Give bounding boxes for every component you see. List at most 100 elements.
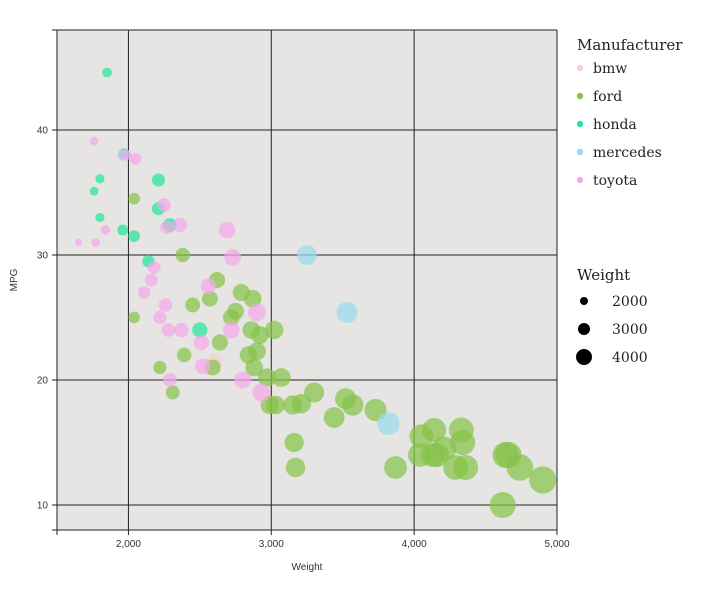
point-ford <box>266 395 285 415</box>
point-ford <box>201 290 218 307</box>
point-toyota <box>172 217 187 233</box>
point-mercedes <box>377 412 400 436</box>
point-ford <box>271 368 291 387</box>
legend-size-label: 2000 <box>612 294 648 310</box>
point-toyota <box>252 383 271 402</box>
point-toyota <box>74 238 83 247</box>
x-tick-label: 3,000 <box>259 539 284 550</box>
point-toyota <box>218 221 236 239</box>
point-toyota <box>195 358 211 374</box>
point-honda <box>128 230 140 243</box>
point-toyota <box>89 136 99 146</box>
point-ford <box>450 430 476 455</box>
plot-background <box>57 30 557 530</box>
point-honda <box>151 173 165 187</box>
point-ford <box>185 297 201 313</box>
point-ford <box>165 385 180 400</box>
legend-weight-title: Weight <box>577 266 630 284</box>
point-ford <box>291 393 312 414</box>
point-toyota <box>193 334 209 351</box>
point-toyota <box>91 238 100 247</box>
point-ford <box>285 457 306 478</box>
point-honda <box>102 67 112 78</box>
point-ford <box>211 334 228 351</box>
legend-manufacturer: Manufacturer bmw ford honda mercedes toyota <box>576 36 683 189</box>
point-toyota <box>129 152 142 165</box>
point-honda <box>95 174 105 184</box>
point-ford <box>284 432 304 453</box>
point-ford <box>248 342 266 361</box>
point-ford <box>128 311 140 324</box>
x-tick-label: 4,000 <box>402 539 427 550</box>
point-toyota <box>234 371 252 389</box>
point-ford <box>245 358 263 377</box>
point-toyota <box>147 261 161 274</box>
point-toyota <box>162 373 177 387</box>
point-ford <box>529 466 557 494</box>
legend-size-swatch <box>580 297 588 305</box>
point-toyota <box>157 198 171 212</box>
point-ford <box>257 368 277 387</box>
point-ford <box>506 454 534 481</box>
point-toyota <box>153 310 167 325</box>
y-tick-label: 20 <box>37 376 49 387</box>
point-ford <box>250 326 269 344</box>
point-mercedes <box>297 245 317 265</box>
point-honda <box>95 212 105 223</box>
point-toyota <box>222 321 240 339</box>
legend-swatch-toyota <box>576 176 584 184</box>
point-ford <box>422 417 447 443</box>
legend-swatch-mercedes <box>576 148 584 156</box>
y-tick-label: 30 <box>37 251 49 262</box>
point-ford <box>128 192 140 205</box>
data-points <box>74 67 557 519</box>
point-toyota <box>161 323 176 337</box>
point-ford <box>153 360 167 375</box>
legend-label-ford: ford <box>593 89 622 105</box>
axes: 2,000 3,000 4,000 5,000 10 20 30 40 <box>37 29 570 550</box>
point-toyota <box>174 322 189 338</box>
point-ford <box>489 491 516 519</box>
point-toyota <box>224 249 242 266</box>
point-toyota <box>100 225 111 235</box>
x-tick-label: 2,000 <box>116 539 141 550</box>
point-toyota <box>200 278 217 295</box>
point-toyota <box>160 220 174 235</box>
legend-weight: Weight 2000 3000 4000 <box>576 266 648 366</box>
point-honda <box>117 224 129 236</box>
point-ford <box>323 407 345 428</box>
y-axis-title: MPG <box>9 268 20 291</box>
point-ford <box>342 394 364 416</box>
y-tick-label: 40 <box>37 126 49 137</box>
point-ford <box>453 454 479 481</box>
point-ford <box>264 320 284 340</box>
legend-size-swatch <box>576 349 592 365</box>
point-toyota <box>158 298 173 312</box>
x-tick-label: 5,000 <box>544 539 569 550</box>
legend-swatch-ford <box>576 92 584 100</box>
y-tick-label: 10 <box>37 501 49 512</box>
legend-swatch-bmw <box>576 64 584 72</box>
legend-size-swatch <box>578 323 590 335</box>
point-toyota <box>144 273 158 287</box>
grid-lines <box>57 29 558 530</box>
point-ford <box>175 247 190 263</box>
legend-size-label: 3000 <box>612 322 648 338</box>
legend-label-honda: honda <box>593 117 637 133</box>
legend-label-toyota: toyota <box>593 173 637 189</box>
point-honda <box>192 322 208 338</box>
point-ford <box>304 382 325 403</box>
point-ford <box>384 456 408 479</box>
point-toyota <box>120 149 132 161</box>
point-ford <box>243 289 262 308</box>
point-toyota <box>138 286 151 299</box>
x-axis-title: Weight <box>292 562 323 573</box>
point-ford <box>227 302 245 320</box>
point-ford <box>431 436 457 461</box>
legend-swatch-honda <box>576 120 584 128</box>
legend-size-label: 4000 <box>612 350 648 366</box>
legend-label-bmw: bmw <box>593 61 627 77</box>
point-ford <box>176 347 192 363</box>
legend-manufacturer-title: Manufacturer <box>577 36 683 54</box>
